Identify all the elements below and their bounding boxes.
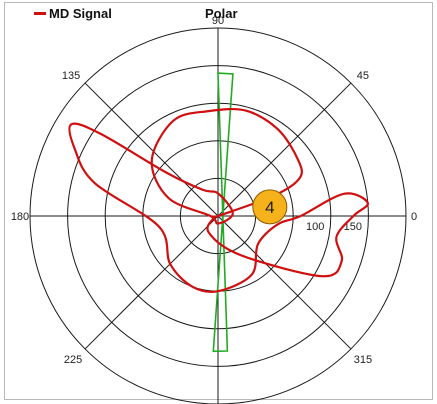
chart-title: Polar [205, 6, 238, 21]
radial-label-150: 150 [344, 221, 362, 233]
series-line-md-signal [68, 107, 369, 294]
angle-label-315: 315 [354, 354, 372, 366]
marker-circle [252, 189, 288, 225]
legend: MD Signal [34, 6, 112, 21]
legend-label-md-signal: MD Signal [49, 6, 112, 21]
angle-label-135: 135 [62, 70, 80, 82]
legend-swatch-md-signal [34, 12, 46, 15]
series-layer [68, 107, 369, 294]
angle-label-45: 45 [357, 70, 369, 82]
angle-label-180: 180 [11, 211, 29, 223]
angle-label-0: 0 [411, 211, 417, 223]
angle-label-225: 225 [64, 354, 82, 366]
angle-label-90: 90 [212, 15, 224, 27]
radial-label-100: 100 [306, 221, 324, 233]
overlay-rectangle [212, 72, 234, 353]
marker-label: 4 [265, 198, 274, 217]
marker-layer: 4 [252, 189, 288, 225]
tick-labels: 04590135180225270315100150 [11, 15, 417, 366]
overlay-rectangle-layer [212, 72, 234, 353]
